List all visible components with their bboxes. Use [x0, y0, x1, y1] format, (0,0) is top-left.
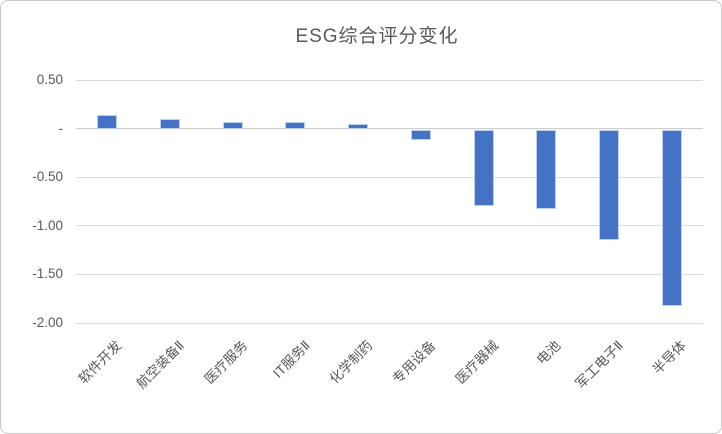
- bar: [222, 121, 243, 129]
- bar: [661, 129, 682, 307]
- x-axis-category-label: 专用设备: [389, 337, 439, 387]
- y-axis-tick-label: -1.00: [32, 217, 63, 233]
- bar: [97, 114, 118, 129]
- bar: [473, 129, 494, 207]
- gridline: [76, 79, 703, 81]
- gridline: [76, 225, 703, 227]
- bar: [410, 129, 431, 141]
- x-axis-category-label: 化学制药: [326, 337, 376, 387]
- y-axis-tick-label: -2.00: [32, 315, 63, 330]
- bar: [536, 129, 557, 210]
- x-axis-zero-line: [76, 128, 703, 130]
- x-axis-category-label: 航空装备Ⅱ: [133, 337, 188, 392]
- x-axis-category-label: 医疗器械: [452, 337, 501, 387]
- x-axis-category-label: 半导体: [649, 337, 690, 378]
- bar: [598, 129, 619, 241]
- bar: [160, 118, 181, 129]
- y-axis-tick-label: -0.50: [32, 169, 63, 185]
- plot-area: [76, 79, 703, 324]
- x-axis-category-label: 电池: [533, 337, 564, 368]
- bar: [348, 123, 369, 129]
- x-axis-category-label: IT服务Ⅱ: [269, 337, 313, 381]
- gridline: [76, 273, 703, 275]
- chart-title: ESG综合评分变化: [295, 26, 459, 47]
- y-axis-tick-label: -: [58, 120, 64, 136]
- y-axis-tick-label: 0.50: [36, 72, 63, 87]
- x-axis-category-label: 软件开发: [75, 337, 125, 387]
- gridline: [76, 176, 703, 178]
- x-axis-category-label: 军工电子Ⅱ: [572, 337, 627, 392]
- y-axis-tick-label: -1.50: [32, 266, 63, 282]
- bar: [285, 121, 306, 129]
- gridline: [76, 322, 703, 324]
- x-axis-category-label: 医疗服务: [201, 337, 251, 387]
